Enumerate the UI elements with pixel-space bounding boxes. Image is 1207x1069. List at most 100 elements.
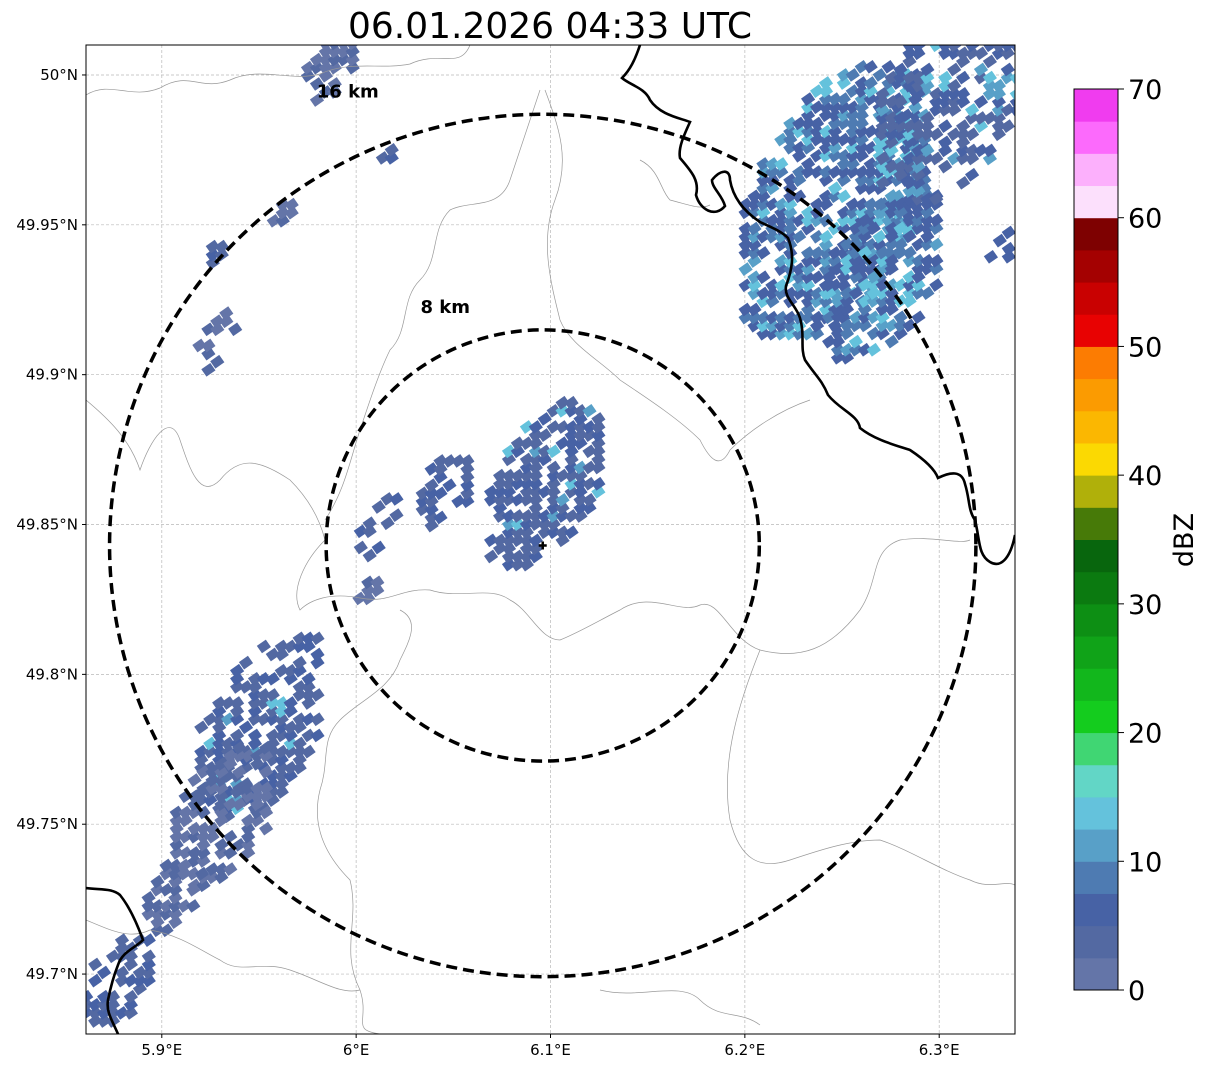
echo-pixel	[168, 882, 183, 897]
echo-pixel	[854, 197, 869, 212]
echo-pixel	[818, 237, 834, 252]
echo-pixel	[956, 94, 971, 109]
colorbar-swatch	[1074, 282, 1118, 315]
echo-pixel	[801, 310, 816, 325]
echo-pixel	[353, 540, 368, 555]
colorbar-swatch	[1074, 89, 1118, 122]
colorbar: 0 10 20 30 40 50 60 70 dBZ	[1073, 75, 1200, 1007]
echo-pixel	[854, 116, 869, 131]
echo-pixel	[783, 205, 798, 220]
echo-pixel	[839, 294, 855, 308]
echo-pixel	[983, 0, 997, 12]
colorbar-tick-label: 0	[1128, 976, 1145, 1007]
echo-pixel	[893, 70, 908, 85]
echo-pixel	[250, 813, 265, 828]
echo-pixel	[460, 478, 475, 493]
echo-pixel	[893, 94, 908, 109]
colorbar-swatch	[1074, 861, 1118, 894]
echo-pixel	[783, 116, 798, 131]
colorbar-swatch	[1074, 185, 1118, 219]
echo-pixel	[911, 237, 926, 252]
echo-pixel	[818, 124, 834, 139]
echo-pixel	[801, 286, 816, 301]
map-panel[interactable]: 8 km 16 km	[79, 0, 1033, 1035]
colorbar-swatch	[1074, 925, 1118, 959]
echo-pixel	[836, 205, 851, 220]
echo-pixel	[546, 444, 561, 459]
echo-pixel	[929, 253, 944, 268]
echo-pixel	[818, 108, 834, 123]
echo-pixel	[774, 197, 789, 212]
echo-pixel	[902, 78, 917, 93]
echo-pixel	[310, 712, 325, 727]
reflectivity-echoes	[86, 0, 1033, 1028]
echo-pixel	[265, 704, 280, 718]
echo-pixel	[801, 140, 816, 155]
echo-pixel	[747, 197, 762, 212]
echo-pixel	[415, 502, 430, 517]
range-ring-label: 16 km	[317, 81, 379, 102]
echo-pixel	[159, 899, 174, 913]
echo-pixel	[810, 270, 825, 285]
echo-pixel	[555, 501, 570, 515]
echo-pixel	[327, 77, 342, 91]
echo-pixel	[1019, 6, 1033, 20]
echo-pixel	[747, 318, 762, 333]
echo-pixel	[345, 52, 360, 67]
echo-pixel	[292, 680, 307, 694]
echo-pixel	[591, 476, 606, 491]
echo-pixel	[178, 829, 193, 844]
echo-pixel	[830, 350, 846, 365]
echo-pixel	[991, 86, 1006, 101]
echo-pixel	[564, 484, 579, 499]
echo-pixel	[810, 294, 825, 309]
echo-pixel	[274, 752, 289, 767]
echo-pixel	[857, 213, 872, 228]
echo-pixel	[528, 533, 543, 548]
echo-pixel	[528, 476, 543, 491]
echo-pixel	[284, 197, 299, 212]
echo-pixel	[783, 132, 798, 147]
colorbar-swatch	[1074, 668, 1118, 701]
echo-pixel	[460, 486, 475, 501]
echo-pixel	[792, 262, 807, 276]
echo-pixel	[424, 494, 439, 509]
echo-pixel	[537, 517, 552, 531]
echo-pixel	[875, 175, 890, 190]
echo-pixel	[938, 94, 953, 109]
echo-pixel	[929, 30, 943, 44]
echo-pixel	[232, 740, 247, 755]
echo-pixel	[792, 229, 807, 244]
echo-pixel	[983, 14, 997, 28]
echo-pixel	[283, 671, 298, 686]
echo-pixel	[983, 30, 997, 44]
echo-pixel	[1019, 30, 1033, 44]
echo-pixel	[938, 159, 953, 174]
echo-pixel	[884, 135, 899, 150]
echo-pixel	[519, 509, 534, 523]
echo-pixel	[902, 278, 917, 292]
echo-pixel	[310, 728, 325, 743]
echo-pixel	[893, 318, 908, 333]
echo-pixel	[510, 468, 525, 483]
echo-pixel	[223, 748, 238, 763]
echo-pixel	[214, 797, 229, 812]
colorbar-swatch	[1074, 700, 1118, 734]
echo-pixel	[433, 470, 448, 484]
echo-pixel	[169, 837, 184, 852]
echo-pixel	[546, 403, 561, 418]
echo-pixel	[902, 253, 917, 268]
echo-pixel	[196, 837, 211, 852]
echo-pixel	[992, 233, 1007, 248]
echo-pixel	[380, 516, 395, 531]
echo-pixel	[875, 103, 890, 117]
echo-pixel	[361, 583, 376, 598]
echo-pixel	[345, 45, 360, 59]
echo-pixel	[310, 631, 325, 646]
echo-pixel	[221, 696, 236, 710]
echo-pixel	[573, 460, 588, 475]
echo-pixel	[546, 525, 561, 540]
echo-pixel	[747, 286, 762, 301]
echo-pixel	[201, 362, 216, 377]
echo-pixel	[839, 318, 855, 333]
